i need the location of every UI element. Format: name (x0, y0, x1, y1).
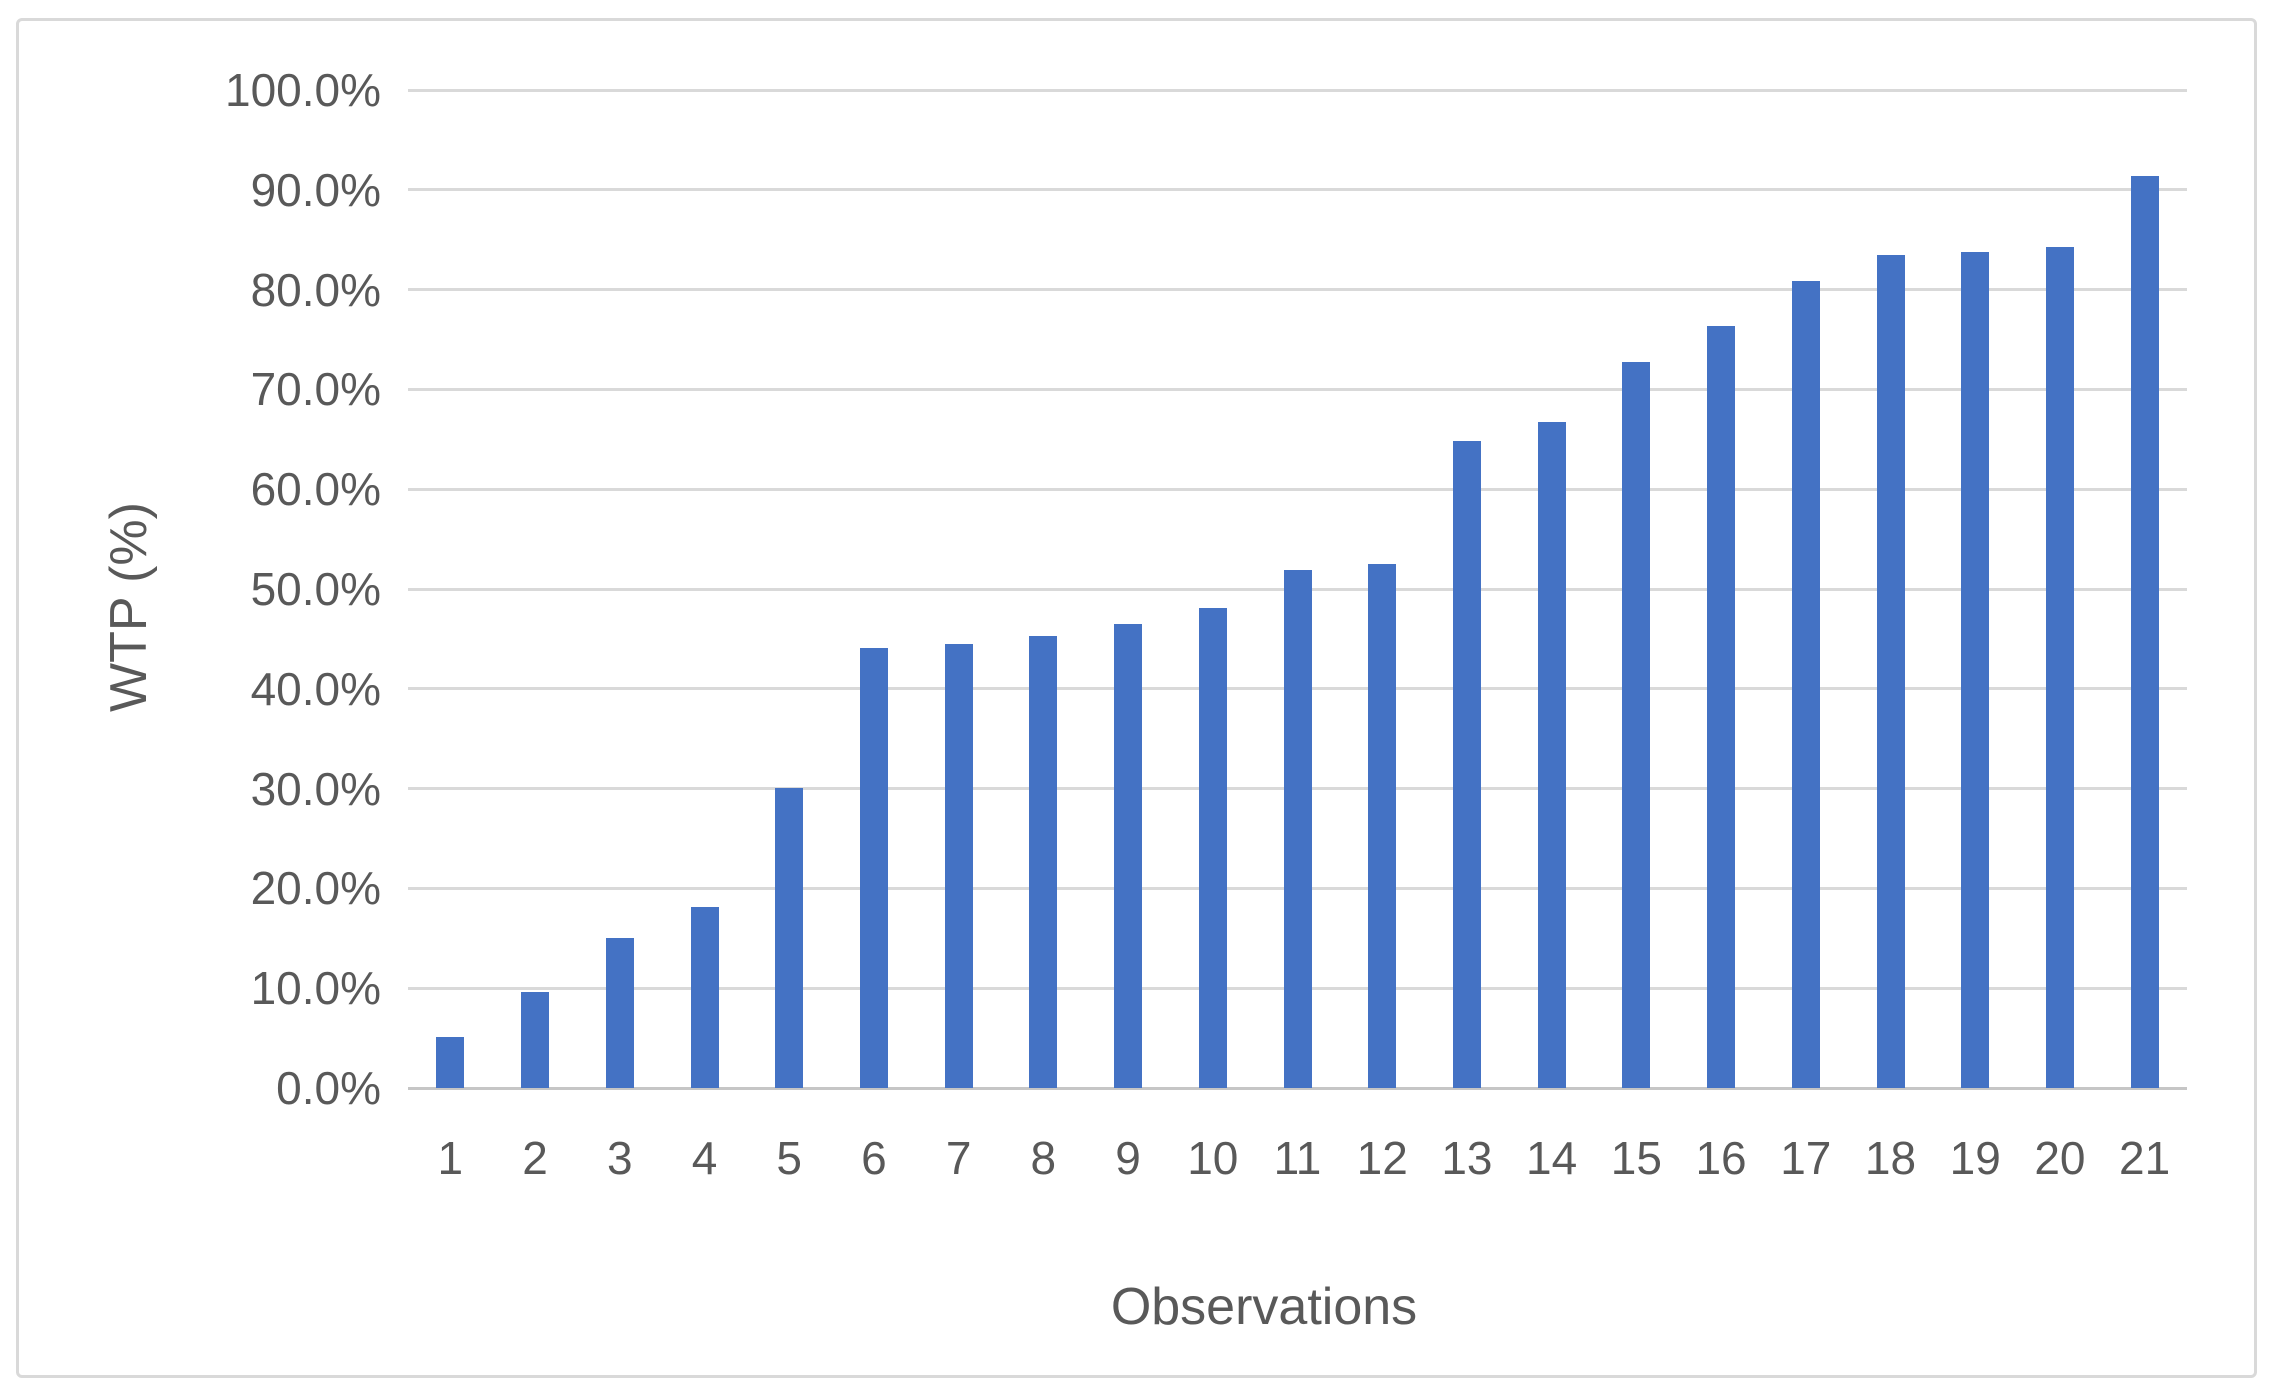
x-axis-tick-label: 1 (437, 1132, 464, 1184)
y-axis-tick-label: 60.0% (250, 463, 381, 516)
bar-observation-14 (1537, 422, 1566, 1088)
x-axis-tick-label: 6 (861, 1132, 887, 1184)
x-axis-tick-label: 12 (1356, 1132, 1408, 1184)
y-axis-tick-label: 0.0% (276, 1062, 381, 1114)
y-axis-tick-label: 30.0% (250, 762, 381, 815)
bar-observation-12 (1368, 564, 1397, 1088)
x-axis-tick-label: 16 (1695, 1132, 1747, 1184)
bar-observation-9 (1114, 623, 1143, 1088)
bar-observation-17 (1791, 280, 1820, 1088)
bar-observation-16 (1707, 325, 1736, 1088)
bar-observation-13 (1452, 441, 1481, 1088)
x-axis-title: Observations (1110, 1278, 1418, 1336)
x-axis-tick-label: 13 (1441, 1132, 1493, 1184)
bar-observation-11 (1283, 570, 1312, 1088)
x-axis-line (408, 1086, 2187, 1090)
bar-observation-4 (690, 907, 719, 1088)
x-axis-tick-label: 9 (1115, 1132, 1141, 1184)
y-axis-tick-label: 20.0% (250, 862, 381, 915)
bar-observation-3 (605, 938, 634, 1088)
bar-observation-21 (2130, 175, 2159, 1088)
bar-observation-15 (1622, 362, 1651, 1088)
bar-observation-8 (1029, 635, 1058, 1088)
x-axis-tick-label: 7 (945, 1132, 972, 1184)
bar-observation-20 (2045, 246, 2074, 1088)
bar-observation-18 (1876, 254, 1905, 1088)
x-axis-tick-label: 8 (1030, 1132, 1057, 1184)
x-axis-tick-label: 11 (1273, 1132, 1322, 1184)
y-axis-tick-label: 40.0% (250, 662, 381, 715)
x-axis-tick-label: 20 (2034, 1132, 2086, 1184)
y-axis-tick-label: 100.0% (224, 64, 381, 116)
x-axis-tick-label: 5 (776, 1132, 802, 1184)
x-axis-tick-label: 4 (691, 1132, 718, 1184)
x-axis-tick-label: 18 (1864, 1132, 1917, 1184)
x-axis-tick-label: 15 (1610, 1132, 1662, 1184)
y-axis-tick-label: 70.0% (250, 363, 381, 416)
bar-observation-2 (521, 992, 550, 1088)
bar-observation-19 (1961, 251, 1990, 1088)
x-axis-tick-label: 17 (1780, 1132, 1832, 1184)
plot-area (408, 88, 2187, 1090)
y-axis-tick-label: 50.0% (250, 563, 381, 615)
chart-border-frame: WTP (%) Observations 0.0% 10.0% 20.0% 30.0%… (16, 18, 2257, 1378)
gridline (408, 288, 2187, 292)
gridline (408, 387, 2187, 391)
x-axis-tick-label: 3 (606, 1132, 633, 1184)
bar-observation-5 (775, 787, 804, 1088)
bar-observation-6 (859, 647, 888, 1088)
y-axis-tick-label: 80.0% (250, 263, 381, 316)
x-axis-tick-label: 19 (1949, 1132, 2001, 1184)
x-axis-tick-label: 21 (2119, 1132, 2171, 1184)
bar-observation-10 (1198, 607, 1227, 1088)
gridline (408, 88, 2187, 92)
bar-observation-7 (944, 643, 973, 1088)
x-axis-tick-label: 10 (1187, 1132, 1239, 1184)
gridline (408, 188, 2187, 192)
bar-observation-1 (436, 1037, 465, 1088)
x-axis-tick-label: 14 (1526, 1132, 1578, 1184)
y-axis-tick-label: 90.0% (250, 163, 381, 216)
y-axis-tick-label: 10.0% (250, 962, 381, 1015)
gridline (408, 487, 2187, 491)
x-axis-tick-label: 2 (522, 1132, 548, 1184)
